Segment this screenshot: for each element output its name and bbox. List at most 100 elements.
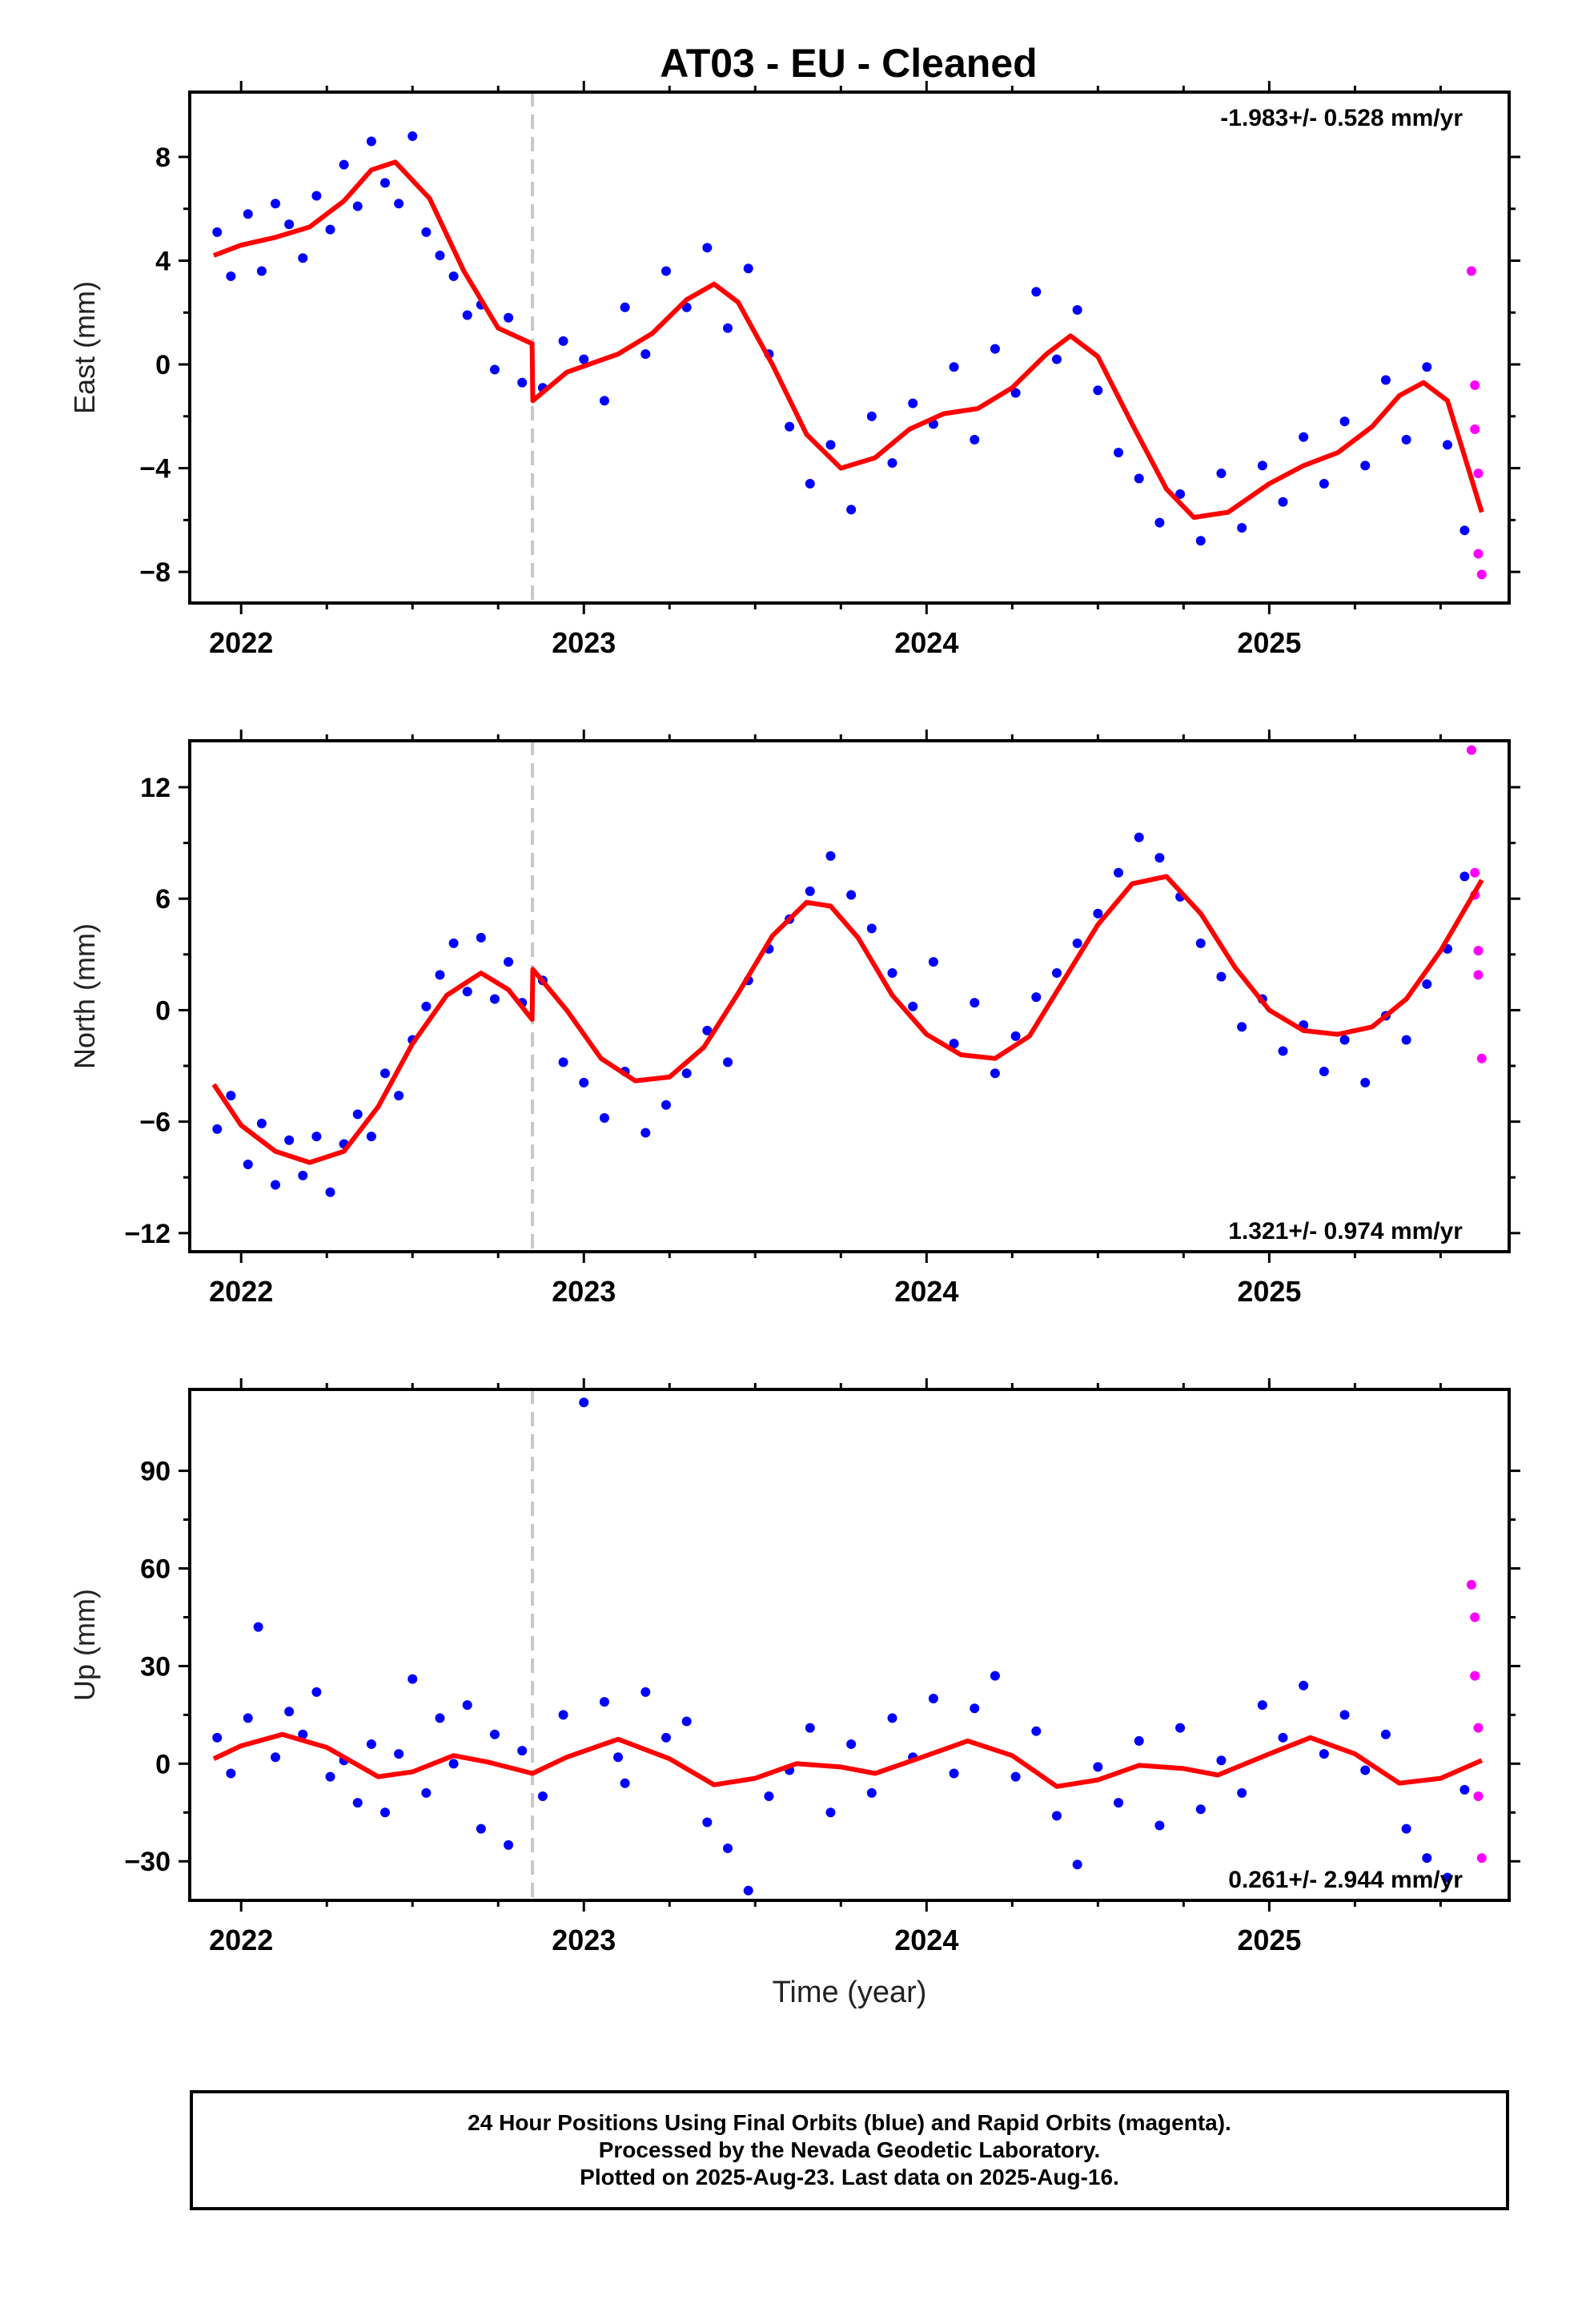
north-xtick-label: 2025 [1237,1275,1301,1308]
east-point [489,364,500,375]
north-point [640,1128,651,1138]
north-point [1476,1053,1487,1063]
north-point [1319,1066,1329,1076]
east-point [1473,549,1484,559]
up-rate-label: 0.261+/- 2.944 mm/yr [1228,1867,1463,1893]
north-point [970,998,980,1008]
east-point [435,251,445,261]
east-point [517,377,528,388]
north-ytick-label: 12 [140,773,171,803]
east-point [1278,497,1288,507]
north-point [352,1109,363,1120]
east-point [702,243,713,253]
north-point [1339,1035,1350,1045]
up-point [1476,1853,1487,1864]
up-point [284,1707,295,1717]
east-point [1114,448,1124,458]
north-rate-label: 1.321+/- 0.974 mm/yr [1228,1218,1463,1244]
east-point [1470,424,1480,435]
up-point [1299,1680,1309,1691]
east-point [366,136,376,147]
up-point [537,1791,548,1801]
up-point [394,1749,404,1759]
north-point [489,994,500,1004]
east-point [1031,287,1042,297]
north-point [723,1057,733,1068]
east-point [1442,440,1452,450]
north-point [1278,1046,1288,1056]
east-point [243,209,253,219]
footer-line-plotted-on: Plotted on 2025-Aug-23. Last data on 202… [580,2165,1119,2189]
east-point [1476,569,1487,580]
east-point [284,219,295,230]
north-point [311,1132,322,1142]
up-point [1360,1765,1371,1775]
north-point [1134,832,1144,842]
up-point [1422,1853,1432,1864]
east-point [226,271,236,281]
north-point [805,886,815,896]
north-point [212,1124,223,1134]
panels: −8 −4 0 4 8 2022 2023 2024 2025 East (mm) -1.983+/… [68,81,1520,1956]
up-point [1473,1723,1484,1733]
east-xtick-label: 2025 [1237,626,1301,659]
up-point [661,1732,671,1743]
east-point [212,227,223,237]
east-point [1237,523,1247,533]
east-point [805,479,815,489]
up-point [435,1713,445,1723]
east-xtick-label: 2023 [552,626,616,659]
north-series-rapid-orbits [1466,745,1487,1063]
east-point [846,505,857,515]
east-y-axis-label: East (mm) [68,281,101,414]
up-ytick-label: 90 [140,1457,171,1487]
north-point [284,1135,295,1145]
north-point [298,1170,308,1180]
up-frame [188,1388,1511,1902]
east-xtick-label: 2022 [209,626,273,659]
up-point [1470,1671,1480,1681]
up-point [253,1622,263,1632]
east-point [421,227,432,237]
north-point [325,1187,335,1197]
east-point [1216,468,1227,479]
up-series-final-orbits [212,1397,1470,1896]
east-point [1466,266,1476,276]
up-point [1278,1732,1288,1743]
footer-caption-box: 24 Hour Positions Using Final Orbits (bl… [190,2090,1509,2210]
east-point [1195,536,1206,546]
north-point [825,850,836,861]
up-point [448,1759,459,1769]
north-point [928,957,938,967]
east-series-final-orbits [212,131,1470,546]
up-point [1195,1804,1206,1815]
north-point [1473,946,1484,956]
east-point [448,271,459,281]
north-point [846,890,857,900]
up-point [408,1674,418,1684]
up-point [1134,1735,1144,1746]
up-point [825,1807,836,1818]
figure-title: AT03 - EU - Cleaned [660,41,1037,86]
east-point [949,362,959,372]
east-point [1473,468,1484,479]
east-point [599,396,609,406]
up-point [1442,1872,1452,1883]
east-ytick-label: −8 [139,557,171,588]
east-point [1401,434,1411,444]
north-xtick-label: 2023 [552,1275,616,1308]
north-point [1466,745,1476,755]
up-model-line [212,1731,1483,1789]
north-panel: −12 −6 0 6 12 2022 2023 2024 2025 North (mm) 1.321… [68,730,1520,1308]
up-point [1175,1723,1186,1733]
north-point [1010,1031,1021,1041]
up-point [1380,1729,1391,1739]
north-point [243,1159,253,1169]
up-point [243,1713,253,1723]
up-point [866,1787,877,1798]
north-point [1031,992,1042,1003]
east-point [1380,375,1391,385]
north-point [599,1112,609,1123]
up-panel: −30 0 30 60 90 2022 2023 2024 2025 Up (mm) 0.261+/… [68,1378,1520,1956]
up-point [212,1732,223,1743]
